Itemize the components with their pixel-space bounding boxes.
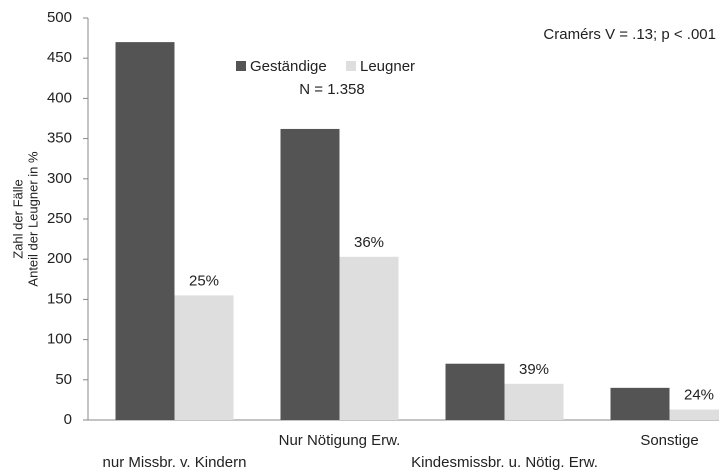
- y-axis-title-line: Zahl der Fälle: [10, 179, 25, 258]
- bar: [669, 409, 719, 420]
- y-tick-label: 250: [47, 210, 72, 227]
- share-label: 25%: [189, 272, 219, 289]
- legend-swatch: [346, 61, 356, 71]
- share-label: 36%: [354, 234, 384, 251]
- y-axis-title: Zahl der Fälle Anteil der Leugner in %: [10, 151, 40, 287]
- x-tick-label: Nur Nötigung Erw.: [279, 432, 401, 449]
- legend-label: Geständige: [250, 58, 327, 75]
- y-tick-label: 100: [47, 331, 72, 348]
- y-axis-title-line: Anteil der Leugner in %: [25, 151, 40, 287]
- x-tick-label: Sonstige: [640, 432, 698, 449]
- y-tick-label: 200: [47, 250, 72, 267]
- y-tick-label: 400: [47, 89, 72, 106]
- bar: [174, 295, 234, 420]
- y-tick-label: 150: [47, 290, 72, 307]
- y-tick-label: 50: [55, 371, 72, 388]
- legend-label: Leugner: [360, 58, 415, 75]
- y-tick-label: 500: [47, 9, 72, 26]
- y-tick-label: 0: [64, 411, 72, 428]
- bar: [339, 256, 399, 420]
- y-tick-label: 350: [47, 130, 72, 147]
- annotation: Cramérs V = .13; p < .001: [543, 26, 716, 43]
- legend-swatch: [236, 61, 246, 71]
- y-tick-label: 300: [47, 170, 72, 187]
- bar: [115, 42, 175, 421]
- y-tick-label: 450: [47, 49, 72, 66]
- bar: [504, 383, 564, 420]
- share-label: 39%: [519, 361, 549, 378]
- bar: [445, 363, 505, 420]
- bar: [610, 387, 670, 420]
- bar: [280, 128, 340, 420]
- x-tick-label: Kindesmissbr. u. Nötig. Erw.: [411, 454, 598, 471]
- share-label: 24%: [684, 387, 714, 404]
- x-tick-label: nur Missbr. v. Kindern: [103, 454, 247, 471]
- annotation: N = 1.358: [299, 81, 364, 98]
